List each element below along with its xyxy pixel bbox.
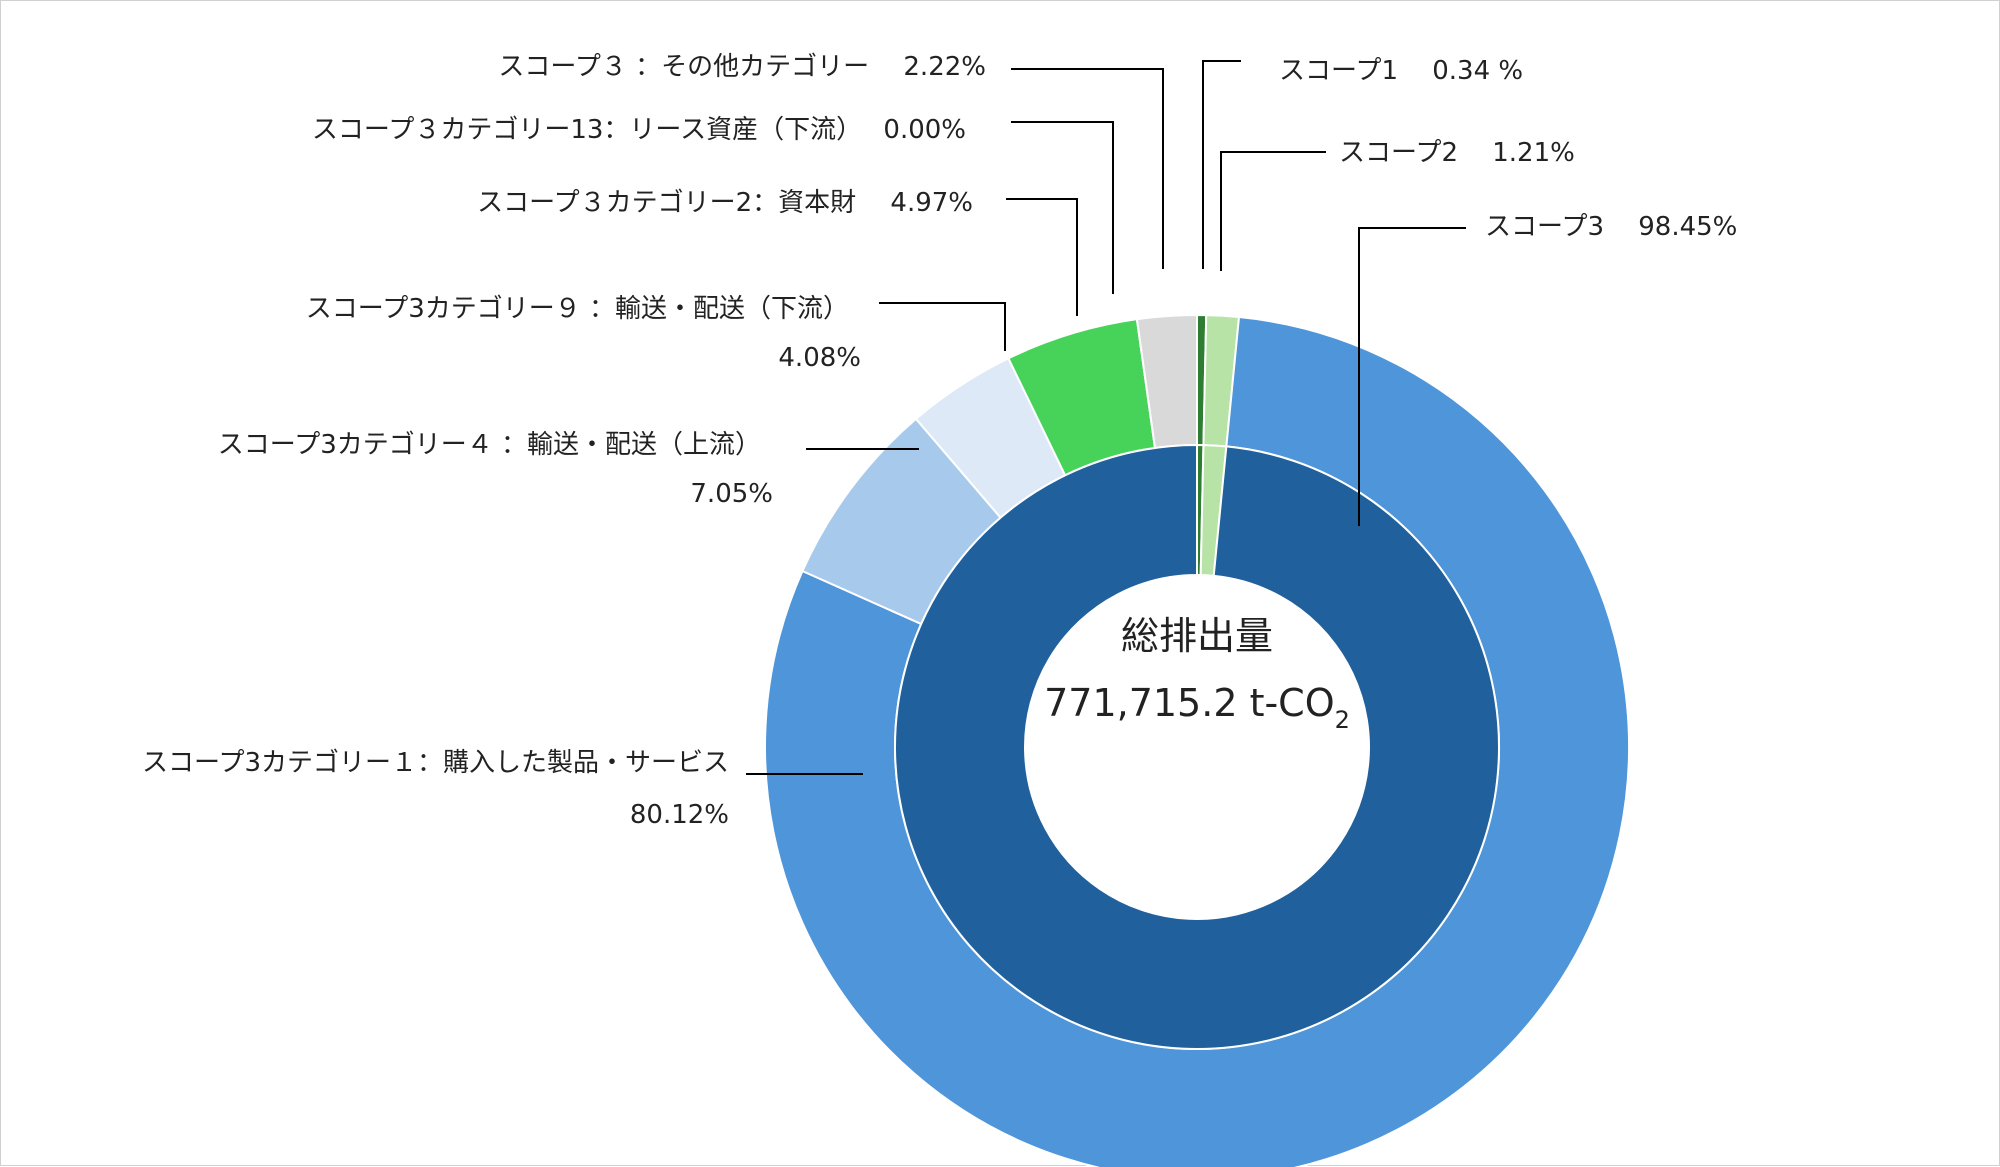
center-total-subscript: 2 bbox=[1335, 706, 1350, 734]
label-scope3-other: スコープ３ ：その他カテゴリー 2.22% bbox=[498, 52, 986, 82]
leader-line bbox=[879, 302, 1006, 351]
label-scope3-cat1: スコープ3カテゴリー１：購入した製品・サービス bbox=[142, 748, 729, 778]
leader-line bbox=[1358, 227, 1466, 526]
leader-line bbox=[1202, 60, 1241, 269]
leader-line bbox=[1011, 68, 1164, 269]
slice-labels: スコープ1 0.34 % スコープ2 1.21% スコープ3 98.45% スコープ３… bbox=[142, 52, 1737, 830]
leader-line bbox=[1011, 121, 1114, 294]
center-title: 総排出量 bbox=[1121, 614, 1273, 658]
label-scope3-cat4: スコープ3カテゴリー４ ：輸送・配送（上流） bbox=[218, 430, 761, 460]
leader-line bbox=[1006, 198, 1078, 316]
center-total-line: 771,715.2 t-CO2 bbox=[1044, 681, 1350, 734]
label-scope3-cat9-value: 4.08% bbox=[778, 343, 861, 373]
label-scope3-cat13: スコープ３カテゴリー13：リース資産（下流） 0.00% bbox=[312, 115, 966, 145]
leader-line bbox=[1220, 151, 1326, 271]
label-scope3-cat4-value: 7.05% bbox=[690, 479, 773, 509]
leader-lines bbox=[746, 60, 1466, 775]
label-scope3: スコープ3 98.45% bbox=[1485, 212, 1737, 242]
label-scope2: スコープ2 1.21% bbox=[1339, 138, 1575, 168]
center-total: 771,715.2 t-CO bbox=[1044, 681, 1335, 725]
label-scope3-cat2: スコープ３カテゴリー2：資本財 4.97% bbox=[477, 188, 973, 218]
center-text: 総排出量 771,715.2 t-CO2 bbox=[1044, 614, 1350, 734]
donut-hole bbox=[1025, 575, 1369, 919]
label-scope3-cat1-value: 80.12% bbox=[630, 800, 729, 830]
label-scope1: スコープ1 0.34 % bbox=[1279, 56, 1523, 86]
label-scope3-cat9: スコープ3カテゴリー９ ：輸送・配送（下流） bbox=[306, 294, 849, 324]
